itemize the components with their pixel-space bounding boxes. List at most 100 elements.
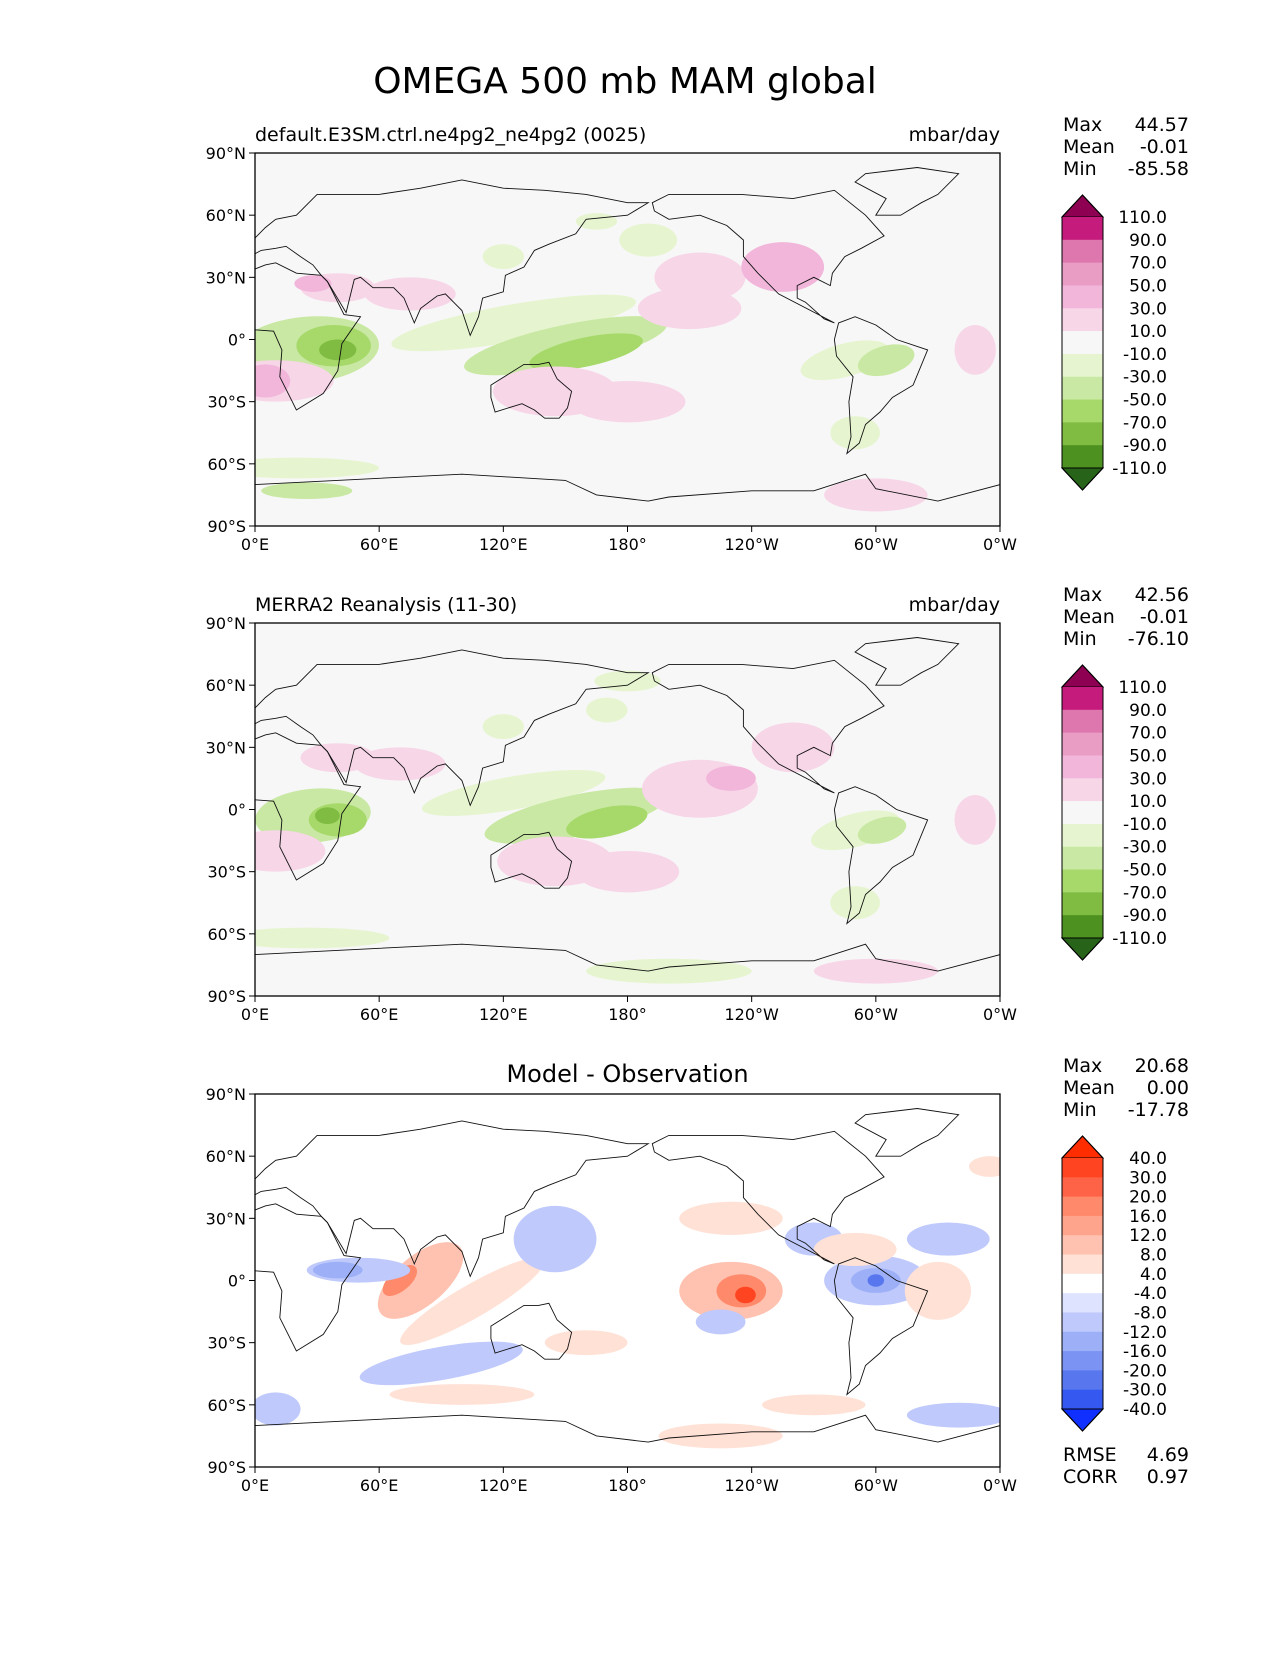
colorbar-tick-label: 20.0 (1129, 1188, 1167, 1208)
coastline (255, 1120, 650, 1278)
contour-region (800, 340, 889, 381)
colorbar-swatch (1062, 399, 1103, 423)
colorbar-tick-label: -16.0 (1123, 1342, 1167, 1362)
colorbar-swatch (1062, 1215, 1103, 1236)
contour-region (300, 743, 376, 773)
lon-tick-label: 0°E (241, 535, 269, 554)
lat-tick-label: 90°N (206, 614, 246, 633)
lon-tick-label: 0°W (983, 1476, 1017, 1495)
colorbar-swatch (1062, 1351, 1103, 1371)
colorbar-outline (1061, 1135, 1104, 1432)
lat-tick-label: 30°S (207, 863, 246, 882)
lon-tick-label: 60°E (360, 1005, 398, 1024)
colorbar-tick-label: 90.0 (1129, 231, 1167, 251)
colorbar-tick-label: 4.0 (1140, 1265, 1167, 1285)
contour-region (255, 457, 380, 479)
contour-region (586, 697, 628, 723)
coastline (255, 732, 362, 881)
contour-region (954, 794, 996, 845)
coastline (255, 179, 650, 337)
colorbar-tick-label: 30.0 (1129, 769, 1167, 789)
stat-value: 4.69 (1147, 1444, 1189, 1466)
coastline (651, 189, 885, 324)
colorbar-extend-max (1060, 664, 1105, 688)
coastline (854, 1108, 960, 1157)
colorbar-tick-label: 8.0 (1140, 1246, 1167, 1266)
figure-title: OMEGA 500 mb MAM global (373, 61, 877, 102)
contour-region (575, 213, 618, 230)
lat-tick-label: 30°N (206, 738, 246, 757)
colorbar-tick-label: -10.0 (1123, 815, 1167, 835)
colorbar-tick-label: -10.0 (1123, 345, 1167, 365)
coastline (833, 786, 929, 925)
contour-region (255, 830, 326, 872)
lon-tick-label: 0°E (241, 1476, 269, 1495)
lon-tick-label: 180° (608, 1476, 647, 1495)
colorbar-tick-label: -30.0 (1123, 1381, 1167, 1401)
coastline (255, 943, 1000, 996)
colorbar-swatch (1062, 1254, 1103, 1275)
stat-label: Max (1063, 114, 1102, 136)
colorbar-tick-label: 110.0 (1118, 678, 1167, 698)
coastline (255, 649, 650, 807)
colorbar-tick-label: -110.0 (1112, 929, 1167, 949)
panel-title: Model - Observation (506, 1060, 748, 1088)
colorbar-swatch (1062, 732, 1103, 756)
coastline (255, 262, 362, 411)
stat-label: Mean (1063, 136, 1115, 158)
coastline (854, 637, 960, 686)
lat-tick-label: 30°S (207, 1334, 246, 1353)
colorbar-swatch (1062, 823, 1103, 848)
map-field (255, 623, 1000, 996)
contour-region (575, 850, 680, 893)
lat-tick-label: 30°N (206, 1209, 246, 1228)
contour-region (654, 252, 746, 303)
colorbar-tick-label: 70.0 (1129, 724, 1167, 744)
contour-region (867, 1274, 885, 1287)
contour-region (679, 1201, 783, 1235)
contour-region (954, 324, 996, 375)
contour-region (529, 333, 643, 371)
colorbar-swatch (1062, 1158, 1103, 1178)
panel-title: default.E3SM.ctrl.ne4pg2_ne4pg2 (0025) (255, 124, 646, 146)
coastline (255, 1203, 362, 1352)
contour-region (377, 1242, 464, 1319)
colorbar-swatch (1062, 1293, 1103, 1313)
colorbar-swatch (1062, 778, 1103, 802)
contour-region (735, 1286, 756, 1304)
colorbar-swatch (1062, 1177, 1103, 1198)
lat-tick-label: 0° (228, 331, 246, 350)
lat-tick-label: 90°N (206, 1085, 246, 1104)
lon-tick-label: 120°W (724, 535, 779, 554)
colorbar-tick-label: 30.0 (1129, 299, 1167, 319)
stat-value: 0.97 (1147, 1466, 1189, 1488)
colorbar-swatch (1062, 422, 1103, 446)
stat-label: Min (1063, 158, 1097, 180)
colorbar: 110.0 90.0 70.050.0 30.0 10.0 -10.0 -30.0 -50.0… (1060, 194, 1167, 491)
colorbar-tick-label: 30.0 (1129, 1168, 1167, 1188)
panel-model: 90°N 60°N 30°N 0° 30°S 60°S 90°S0°E 60°E 120°E 18… (206, 114, 1189, 554)
lon-tick-label: 0°E (241, 1005, 269, 1024)
panel-obs: 90°N 60°N 30°N 0° 30°S 60°S 90°S0°E 60°E 120°E 18… (206, 584, 1189, 1024)
colorbar-tick-label: -90.0 (1123, 436, 1167, 456)
colorbar-swatch (1062, 308, 1103, 332)
contour-region (906, 1402, 1000, 1428)
contour-region (544, 1330, 628, 1356)
contour-region (904, 1261, 972, 1320)
contour-region (391, 294, 637, 352)
colorbar-tick-label: -20.0 (1123, 1361, 1167, 1381)
contour-region (695, 1309, 746, 1335)
contour-region (569, 380, 686, 423)
contour-region (319, 339, 357, 361)
lon-tick-label: 60°W (854, 535, 898, 554)
colorbar-swatch (1062, 1273, 1103, 1294)
stat-label: Min (1063, 628, 1097, 650)
lon-tick-label: 120°E (479, 1005, 528, 1024)
colorbar-outline (1061, 194, 1104, 491)
contour-region (359, 1341, 523, 1386)
contour-region (762, 1394, 866, 1416)
stat-label: CORR (1063, 1466, 1118, 1488)
stat-label: Min (1063, 1099, 1097, 1121)
stat-value: 42.56 (1135, 584, 1189, 606)
